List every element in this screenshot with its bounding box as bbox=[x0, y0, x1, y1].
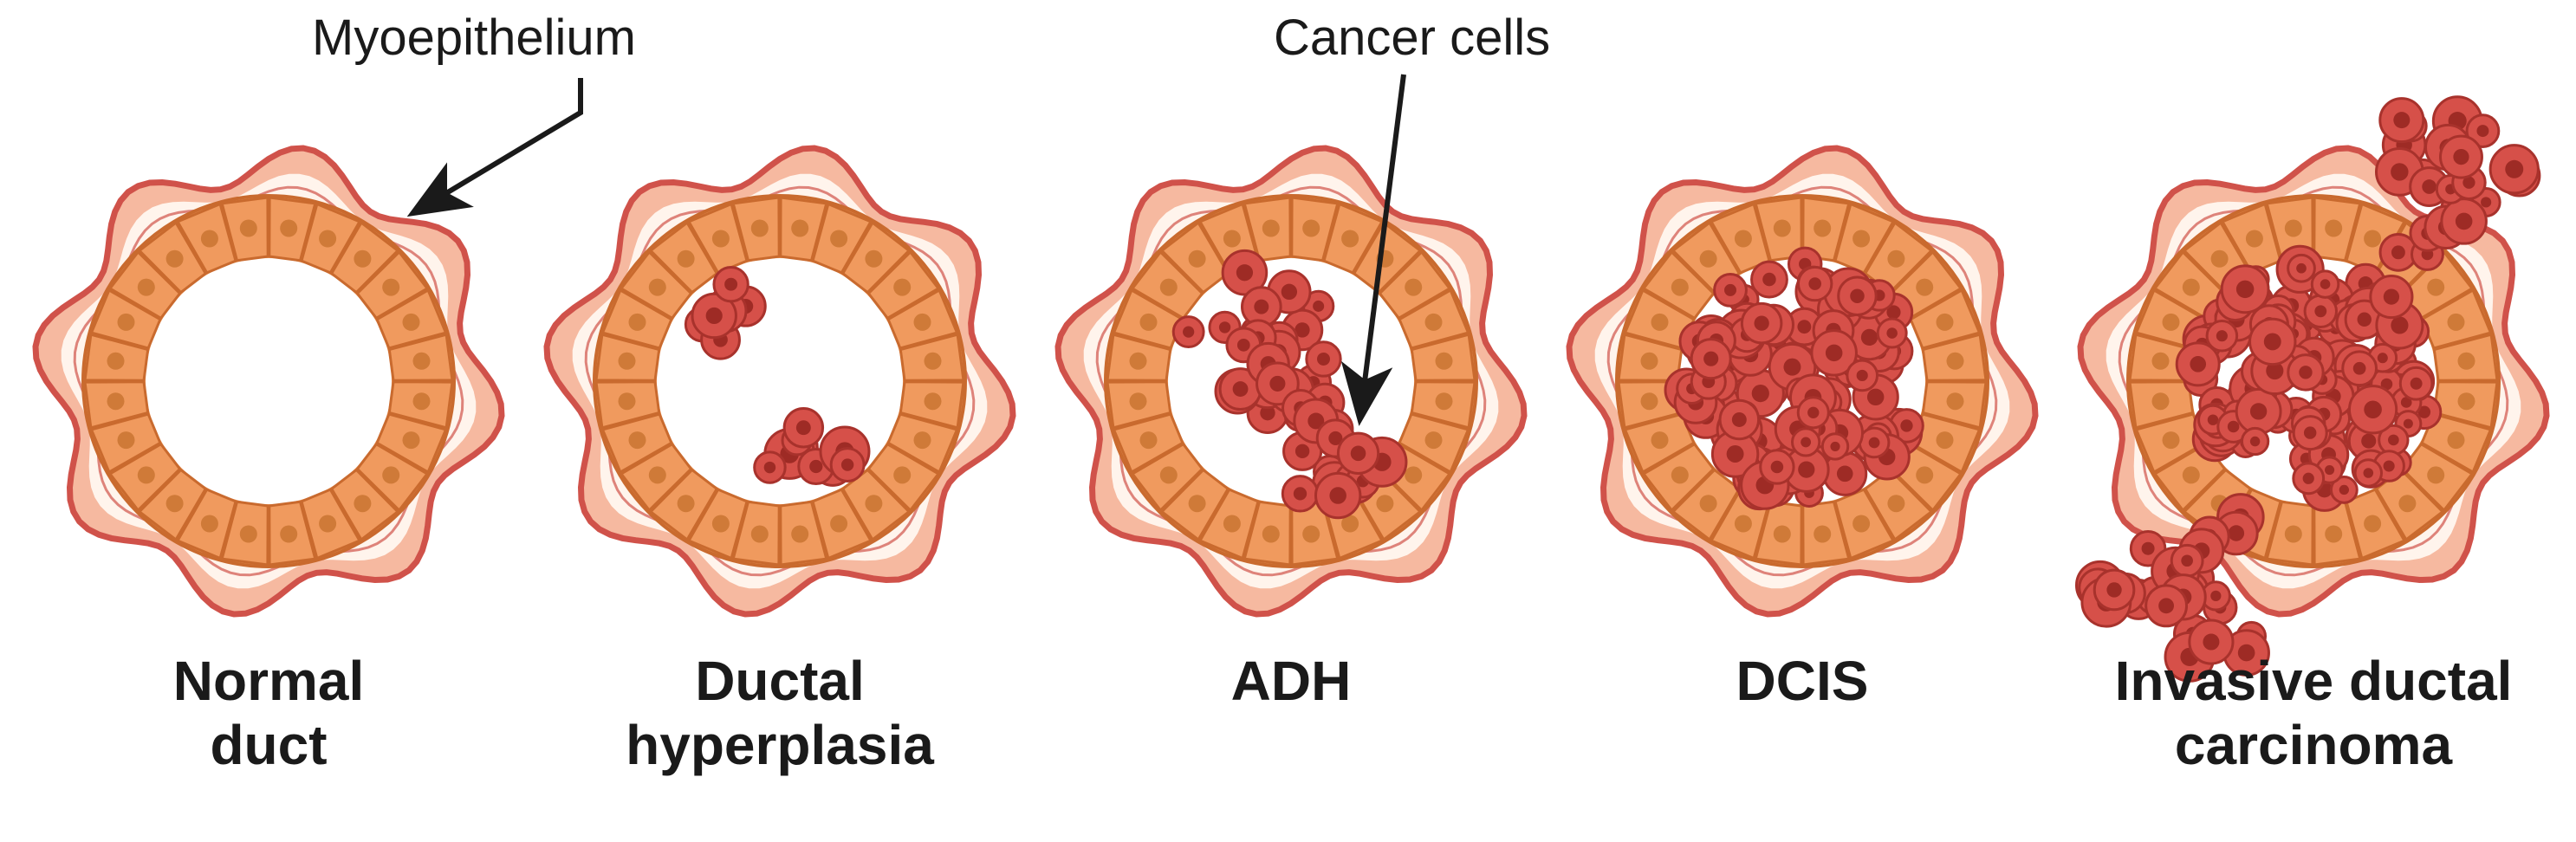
annotation-myoepithelium: Myoepithelium bbox=[312, 9, 636, 67]
arrow-myoepithelium bbox=[416, 78, 581, 211]
duct-invasive bbox=[2076, 97, 2547, 682]
duct-dcis bbox=[1569, 148, 2035, 614]
annotation-cancer-cells: Cancer cells bbox=[1274, 9, 1550, 67]
caption-adh: ADH bbox=[1066, 650, 1516, 714]
caption-normal: Normal duct bbox=[43, 650, 494, 777]
duct-normal bbox=[36, 148, 502, 614]
caption-invasive: Invasive ductal carcinoma bbox=[2088, 650, 2539, 777]
duct-adh bbox=[1058, 148, 1524, 614]
duct-hyper bbox=[547, 148, 1013, 614]
figure-root: Normal duct Ductal hyperplasia ADH DCIS Inva… bbox=[0, 0, 2576, 842]
caption-hyper: Ductal hyperplasia bbox=[555, 650, 1005, 777]
caption-dcis: DCIS bbox=[1577, 650, 2028, 714]
